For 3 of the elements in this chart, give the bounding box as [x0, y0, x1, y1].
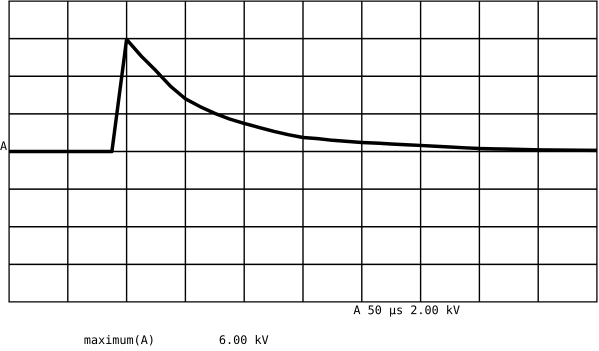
text: A	[0, 141, 7, 150]
text: A 50 µs 2.00 kV	[354, 305, 460, 317]
text: maximum(A) 6.00 kV	[84, 335, 268, 346]
